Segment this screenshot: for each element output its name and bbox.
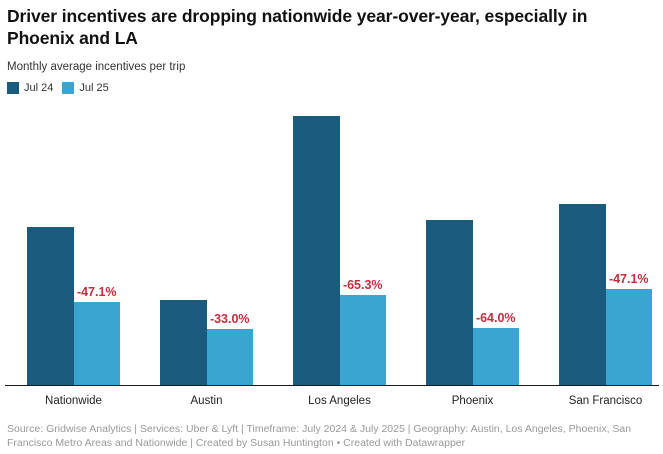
bar-jul24-3 bbox=[426, 220, 473, 386]
change-label-1: -33.0% bbox=[209, 312, 250, 326]
bar-jul25-2 bbox=[339, 295, 386, 386]
chart-subtitle: Monthly average incentives per trip bbox=[7, 61, 186, 73]
change-label-3: -64.0% bbox=[475, 311, 516, 325]
legend-label-jul24: Jul 24 bbox=[24, 82, 54, 94]
bar-jul24-0 bbox=[27, 227, 74, 386]
axis-labels: Nationwide Austin Los Angeles Phoenix San Fr… bbox=[0, 395, 663, 411]
legend-swatch-jul24 bbox=[7, 82, 19, 94]
legend-label-jul25: Jul 25 bbox=[79, 82, 109, 94]
category-label-3: Phoenix bbox=[451, 395, 494, 407]
change-label-2: -65.3% bbox=[342, 278, 383, 292]
category-label-4: San Francisco bbox=[568, 395, 643, 407]
category-label-1: Austin bbox=[190, 395, 223, 407]
bar-jul25-4 bbox=[605, 289, 652, 386]
legend-item-jul24: Jul 24 bbox=[7, 82, 53, 94]
chart-title: Driver incentives are dropping nationwid… bbox=[7, 6, 588, 48]
x-axis-line bbox=[5, 385, 659, 386]
category-label-2: Los Angeles bbox=[308, 395, 371, 407]
bar-jul24-2 bbox=[293, 116, 340, 386]
change-label-0: -47.1% bbox=[76, 285, 117, 299]
legend: Jul 24 Jul 25 bbox=[7, 82, 109, 94]
bar-jul25-0 bbox=[73, 302, 120, 386]
bar-jul25-1 bbox=[206, 329, 253, 386]
change-label-4: -47.1% bbox=[608, 272, 649, 286]
legend-item-jul25: Jul 25 bbox=[62, 82, 109, 94]
chart-plot: -47.1% -33.0% -65.3% -64.0% -47.1% bbox=[0, 99, 663, 386]
legend-swatch-jul25 bbox=[62, 82, 75, 94]
category-label-0: Nationwide bbox=[45, 395, 102, 407]
bar-jul24-1 bbox=[160, 300, 207, 386]
bar-jul25-3 bbox=[472, 328, 519, 386]
source-footer: Source: Gridwise Analytics | Services: U… bbox=[7, 423, 632, 449]
bar-jul24-4 bbox=[559, 204, 606, 386]
